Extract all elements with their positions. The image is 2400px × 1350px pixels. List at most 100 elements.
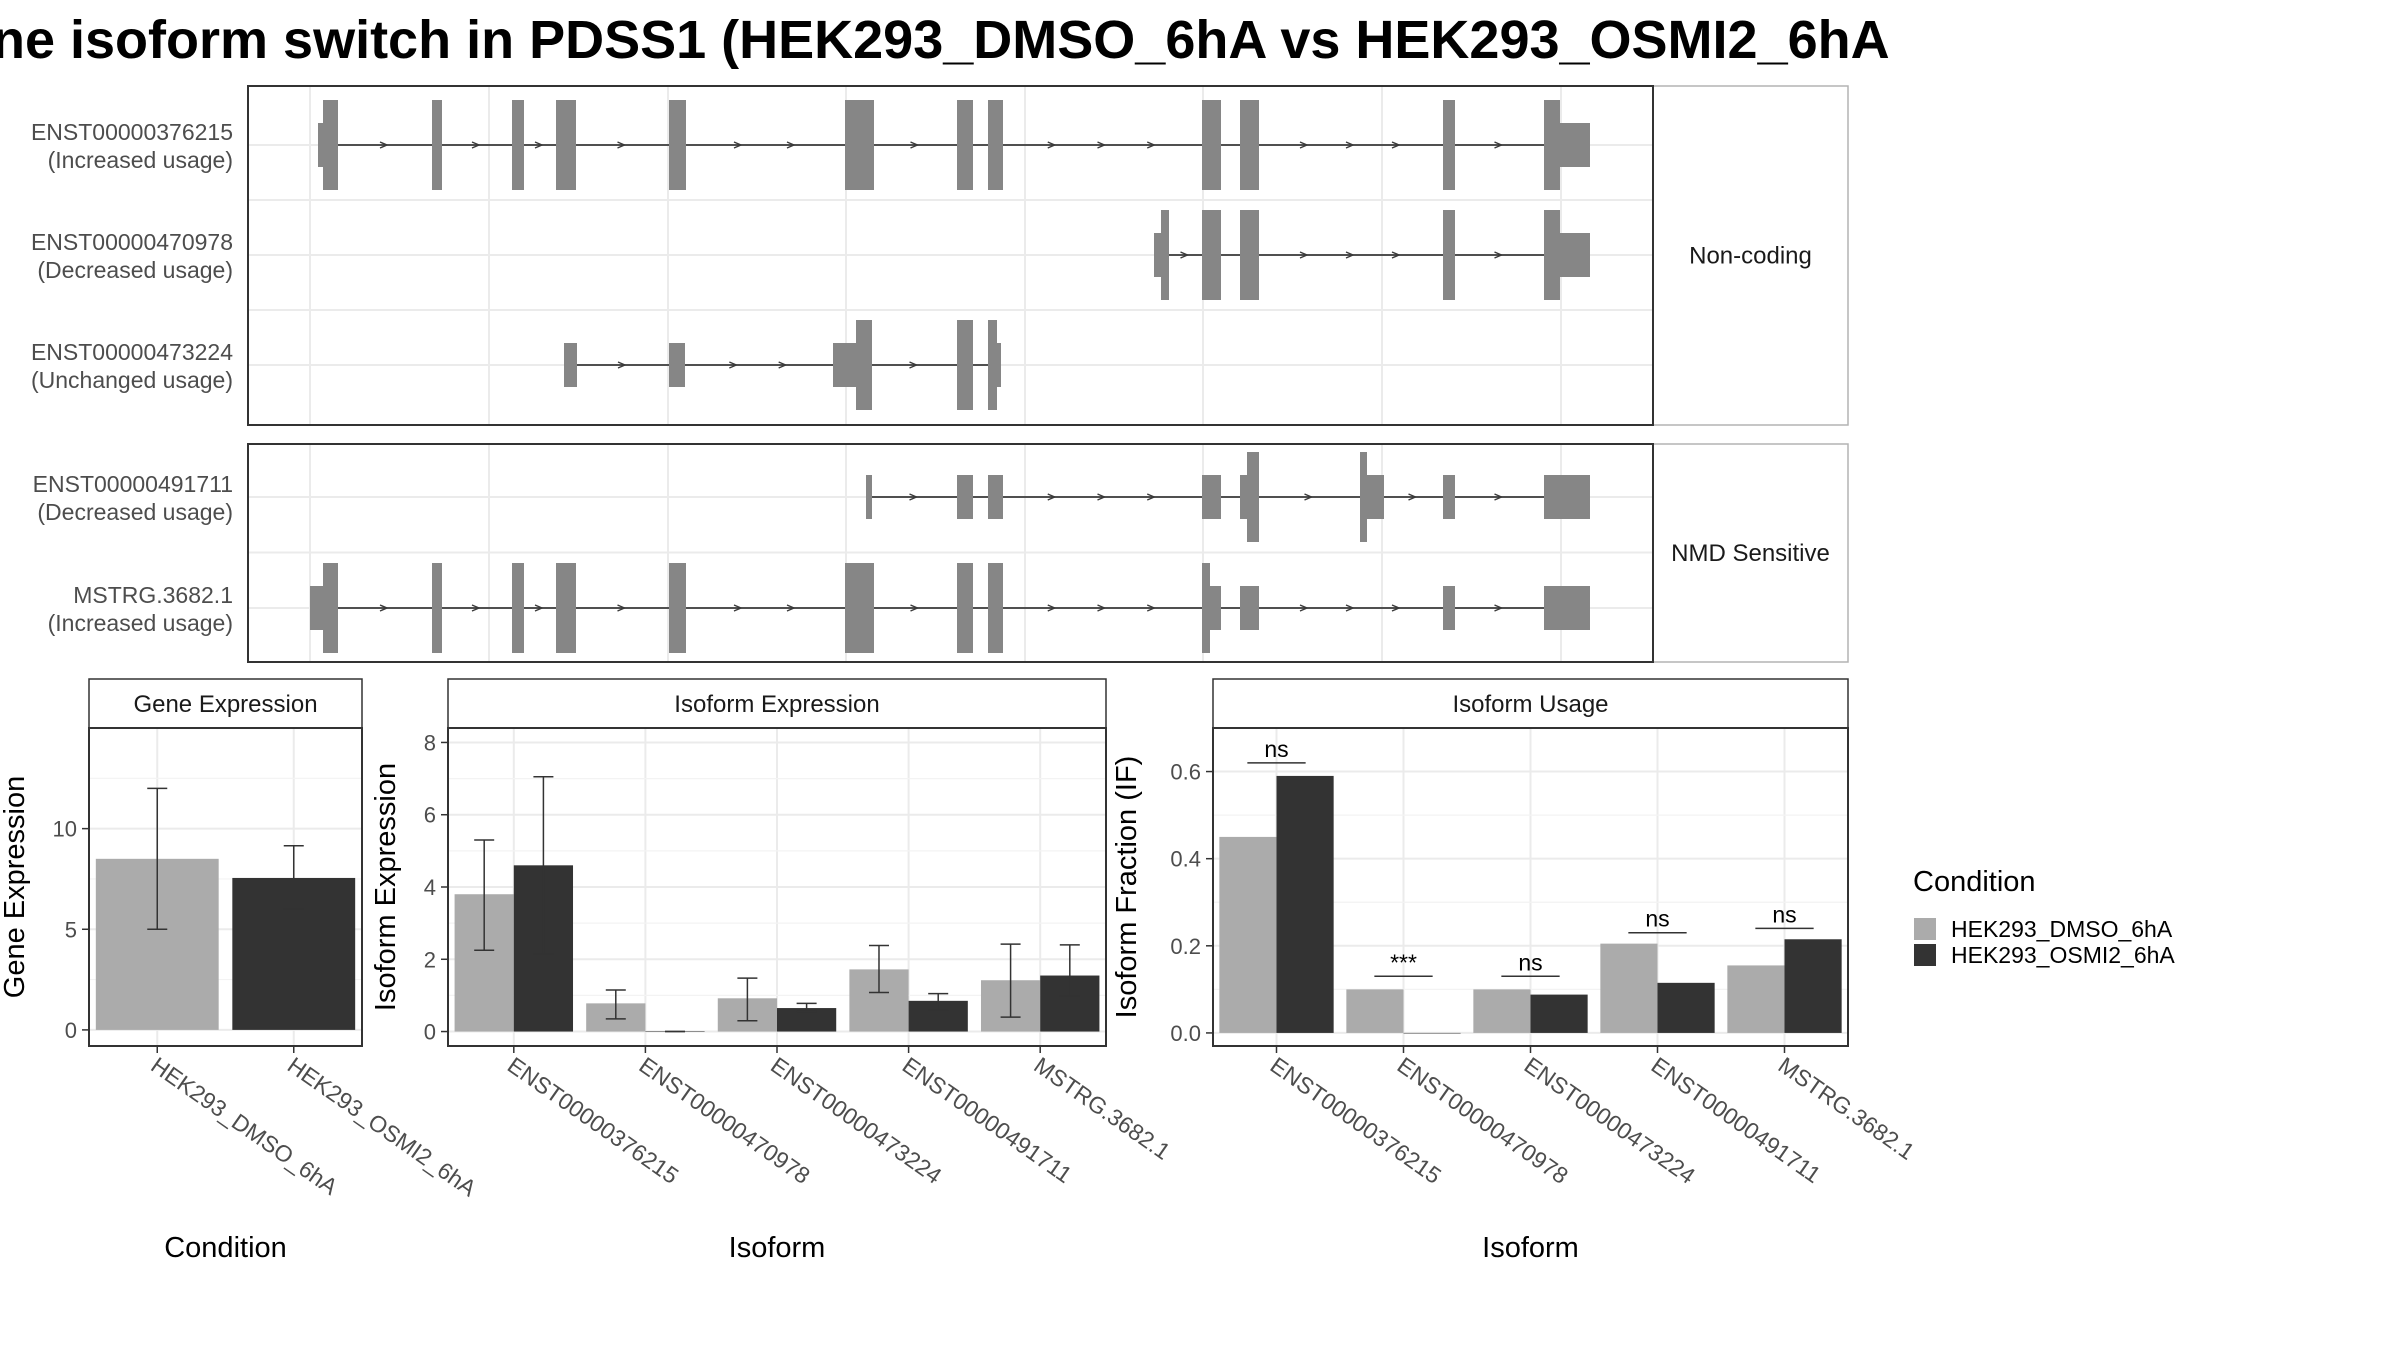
exon-block bbox=[1360, 452, 1367, 542]
intron-arrow bbox=[1494, 604, 1504, 612]
structure-facet-label: NMD Sensitive bbox=[1671, 540, 1830, 567]
intron-arrow bbox=[786, 141, 796, 149]
legend-swatch bbox=[1914, 918, 1936, 940]
bar bbox=[1276, 775, 1334, 1033]
y-tick-label: 4 bbox=[424, 875, 436, 900]
intron-arrow bbox=[617, 361, 627, 369]
bar bbox=[1219, 836, 1277, 1033]
transcript-usage: (Increased usage) bbox=[48, 610, 233, 636]
y-tick-label: 6 bbox=[424, 803, 436, 828]
exon-block bbox=[1240, 100, 1259, 190]
y-tick-label: 0 bbox=[424, 1020, 436, 1045]
exon-block bbox=[1210, 586, 1221, 630]
exon-block bbox=[988, 100, 1003, 190]
intron-arrow bbox=[471, 604, 481, 612]
y-tick-label: 0.4 bbox=[1170, 847, 1201, 872]
exon-block bbox=[1202, 100, 1221, 190]
exon-block bbox=[957, 320, 973, 410]
intron-arrow bbox=[1097, 604, 1107, 612]
y-tick-label: 0 bbox=[65, 1018, 77, 1043]
legend-title: Condition bbox=[1913, 866, 2036, 898]
intron-arrow bbox=[534, 604, 544, 612]
exon-block bbox=[512, 100, 524, 190]
bar bbox=[1727, 965, 1785, 1033]
y-tick-label: 5 bbox=[65, 917, 77, 942]
transcript-id: ENST00000473224 bbox=[31, 339, 233, 365]
x-axis-title: Condition bbox=[164, 1232, 287, 1264]
intron-arrow bbox=[1391, 251, 1401, 259]
exon-block bbox=[1202, 210, 1221, 300]
intron-arrow bbox=[733, 604, 743, 612]
intron-arrow bbox=[1047, 493, 1057, 501]
bar bbox=[1346, 989, 1404, 1033]
intron-arrow bbox=[1494, 141, 1504, 149]
exon-block bbox=[323, 563, 338, 653]
exon-block bbox=[957, 563, 973, 653]
bar bbox=[1784, 939, 1842, 1033]
y-tick-label: 0.6 bbox=[1170, 760, 1201, 785]
exon-block bbox=[1544, 586, 1590, 630]
exon-block bbox=[1240, 210, 1259, 300]
intron-arrow bbox=[471, 141, 481, 149]
intron-arrow bbox=[1146, 141, 1157, 149]
exon-block bbox=[866, 475, 872, 519]
exon-block bbox=[988, 320, 997, 410]
intron-arrow bbox=[1097, 493, 1107, 501]
intron-arrow bbox=[379, 141, 389, 149]
exon-block bbox=[564, 343, 577, 387]
exon-block bbox=[1202, 563, 1210, 653]
significance-label: ns bbox=[1645, 906, 1669, 932]
legend-swatch bbox=[1914, 944, 1936, 966]
intron-arrow bbox=[778, 361, 788, 369]
exon-block bbox=[669, 563, 686, 653]
exon-block bbox=[1247, 452, 1259, 542]
panel-title: Isoform Expression bbox=[674, 691, 879, 718]
exon-block bbox=[318, 123, 323, 167]
intron-arrow bbox=[910, 604, 920, 612]
x-axis-title: Isoform bbox=[729, 1232, 826, 1264]
intron-arrow bbox=[617, 604, 627, 612]
intron-arrow bbox=[1146, 604, 1157, 612]
intron-arrow bbox=[1494, 251, 1504, 259]
intron-arrow bbox=[1304, 493, 1314, 501]
figure-title: ne isoform switch in PDSS1 (HEK293_DMSO_… bbox=[0, 10, 1890, 70]
intron-arrow bbox=[1299, 251, 1309, 259]
exon-block bbox=[1560, 123, 1590, 167]
exon-block bbox=[957, 475, 973, 519]
y-tick-label: 8 bbox=[424, 730, 436, 755]
significance-label: ns bbox=[1264, 736, 1288, 762]
bar-panels: Gene Expression0510HEK293_DMSO_6hAHEK293… bbox=[0, 678, 1919, 1264]
panel-title: Isoform Usage bbox=[1452, 691, 1608, 718]
intron-arrow bbox=[1345, 251, 1355, 259]
intron-arrow bbox=[1408, 493, 1418, 501]
exon-block bbox=[1443, 210, 1455, 300]
y-tick-label: 0.0 bbox=[1170, 1021, 1201, 1046]
exon-block bbox=[1443, 475, 1455, 519]
exon-block bbox=[1544, 475, 1590, 519]
exon-block bbox=[957, 100, 973, 190]
exon-block bbox=[669, 343, 685, 387]
significance-label: *** bbox=[1390, 949, 1417, 975]
bar bbox=[1473, 989, 1531, 1033]
y-tick-label: 0.2 bbox=[1170, 934, 1201, 959]
transcript-id: ENST00000376215 bbox=[31, 119, 233, 145]
intron-arrow bbox=[910, 141, 920, 149]
exon-block bbox=[1443, 100, 1455, 190]
exon-block bbox=[1161, 210, 1169, 300]
transcript-id: ENST00000470978 bbox=[31, 229, 233, 255]
transcript-id: ENST00000491711 bbox=[33, 471, 233, 497]
bar bbox=[1600, 943, 1658, 1033]
exon-block bbox=[988, 563, 1003, 653]
intron-arrow bbox=[909, 361, 919, 369]
exon-block bbox=[988, 475, 1003, 519]
structure-facet-strip bbox=[1652, 443, 1849, 663]
exon-block bbox=[1154, 233, 1161, 277]
intron-arrow bbox=[729, 361, 739, 369]
intron-arrow bbox=[1299, 604, 1309, 612]
intron-arrow bbox=[534, 141, 544, 149]
bar bbox=[1657, 982, 1715, 1033]
intron-arrow bbox=[1097, 141, 1107, 149]
structure-facet-strip bbox=[1652, 85, 1849, 426]
